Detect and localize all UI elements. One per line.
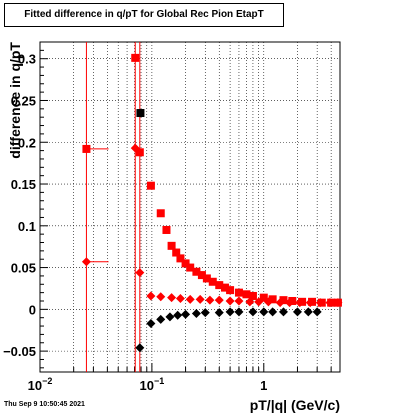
y-tick-label: −0.05 xyxy=(3,344,36,359)
data-point-square xyxy=(268,295,277,304)
y-tick-label: 0 xyxy=(29,302,36,317)
data-point-square xyxy=(176,254,185,263)
y-tick-label: 0.3 xyxy=(18,52,36,67)
data-point-diamond xyxy=(156,314,166,324)
data-point-diamond xyxy=(130,143,140,153)
data-point-diamond xyxy=(146,319,156,329)
data-point-square xyxy=(208,277,217,286)
data-point-diamond xyxy=(234,307,244,317)
data-point-diamond xyxy=(200,308,210,318)
data-point-square xyxy=(131,53,140,62)
data-point-square xyxy=(172,248,181,257)
data-point-square xyxy=(215,281,224,290)
x-tick-label: 10−1 xyxy=(140,376,165,393)
data-point-square xyxy=(248,291,257,300)
data-point-square xyxy=(202,274,211,283)
data-point-square xyxy=(279,296,288,305)
y-tick-label: 0.15 xyxy=(11,177,36,192)
data-point-diamond xyxy=(181,309,191,319)
x-tick-label: 1 xyxy=(260,378,267,393)
data-point-diamond xyxy=(263,297,273,307)
data-point-square xyxy=(135,148,144,157)
data-point-diamond xyxy=(81,257,91,267)
plot-frame xyxy=(39,41,341,373)
data-point-diamond xyxy=(175,293,185,303)
y-tick-label: 0.05 xyxy=(11,261,36,276)
data-point-square xyxy=(242,290,251,299)
data-point-diamond xyxy=(278,307,288,317)
data-point-square xyxy=(226,286,235,295)
data-point-diamond xyxy=(173,310,183,320)
data-point-diamond xyxy=(195,294,205,304)
data-point-square xyxy=(220,283,229,292)
chart-title: Fitted difference in q/pT for Global Rec… xyxy=(4,3,284,27)
data-point-diamond xyxy=(248,307,258,317)
data-point-square xyxy=(259,293,268,302)
data-point-diamond xyxy=(275,298,285,308)
data-point-diamond xyxy=(135,268,145,278)
data-point-square xyxy=(197,271,206,280)
data-point-diamond xyxy=(315,298,325,308)
data-point-diamond xyxy=(325,298,335,308)
data-point-diamond xyxy=(259,307,269,317)
data-point-diamond xyxy=(135,343,145,353)
data-point-diamond xyxy=(303,307,313,317)
data-point-diamond xyxy=(205,295,215,305)
data-point-diamond xyxy=(234,296,244,306)
data-point-square xyxy=(192,267,201,276)
data-point-diamond xyxy=(254,297,264,307)
data-point-square xyxy=(82,144,91,153)
data-point-square xyxy=(234,288,243,297)
data-point-diamond xyxy=(333,298,343,308)
data-point-diamond xyxy=(295,298,305,308)
data-point-diamond xyxy=(165,312,175,322)
data-point-diamond xyxy=(225,307,235,317)
data-point-diamond xyxy=(191,309,201,319)
data-point-diamond xyxy=(225,296,235,306)
plot-area xyxy=(40,42,340,372)
y-tick-label: 0.1 xyxy=(18,219,36,234)
data-point-diamond xyxy=(146,291,156,301)
data-point-square xyxy=(162,225,171,234)
data-point-diamond xyxy=(185,294,195,304)
y-axis-label: difference in q/pT xyxy=(7,42,23,159)
data-point-diamond xyxy=(167,293,177,303)
data-point-square xyxy=(181,259,190,268)
data-point-diamond xyxy=(292,307,302,317)
x-axis-label: pT/|q| (GeV/c) xyxy=(250,397,340,413)
data-point-diamond xyxy=(285,298,295,308)
data-point-diamond xyxy=(305,298,315,308)
data-point-square xyxy=(156,209,165,218)
data-point-diamond xyxy=(214,295,224,305)
data-point-diamond xyxy=(214,308,224,318)
timestamp: Thu Sep 9 10:50:45 2021 xyxy=(4,401,85,408)
data-point-diamond xyxy=(268,307,278,317)
y-tick-label: 0.2 xyxy=(18,135,36,150)
data-point-diamond xyxy=(156,292,166,302)
y-tick-label: 0.25 xyxy=(11,93,36,108)
data-point-square xyxy=(136,109,145,118)
data-point-square xyxy=(167,241,176,250)
data-point-diamond xyxy=(312,307,322,317)
data-point-square xyxy=(146,181,155,190)
x-tick-label: 10−2 xyxy=(28,376,53,393)
data-point-square xyxy=(186,263,195,272)
data-point-diamond xyxy=(245,297,255,307)
